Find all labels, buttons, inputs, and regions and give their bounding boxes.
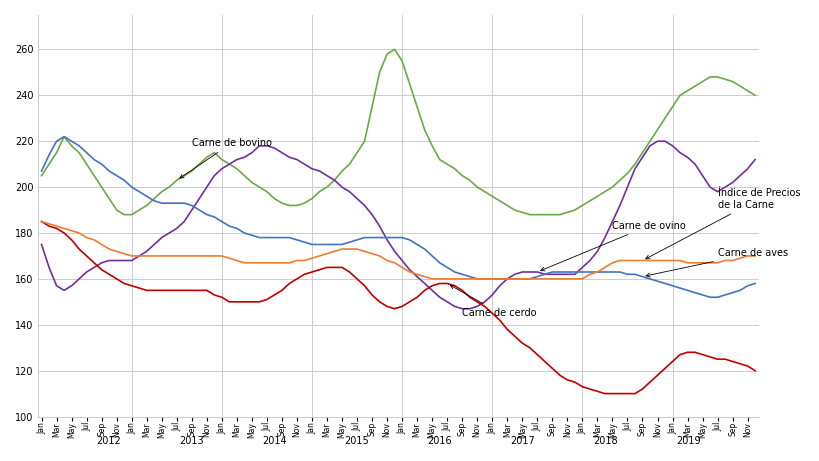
Text: Carne de bovino: Carne de bovino [179, 138, 271, 178]
Text: Índice de Precios
de la Carne: Índice de Precios de la Carne [645, 189, 799, 259]
Text: Carne de aves: Carne de aves [645, 248, 787, 277]
Text: Carne de ovino: Carne de ovino [540, 221, 686, 271]
Text: Carne de cerdo: Carne de cerdo [450, 285, 536, 318]
